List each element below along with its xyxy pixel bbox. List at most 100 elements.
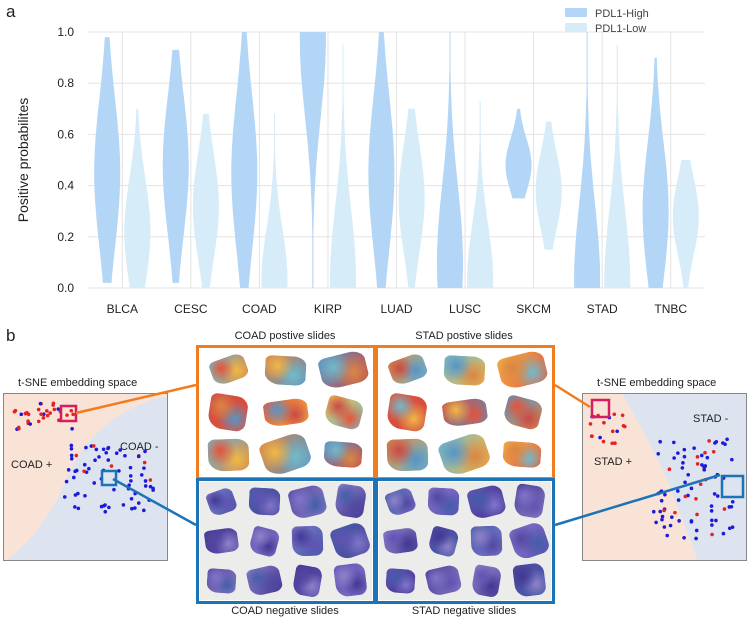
x-tick-label: KIRP [314,302,342,316]
embedding-point [143,449,147,454]
embedding-point [12,409,17,414]
embedding-point [118,448,122,452]
embedding-point [51,403,55,407]
embedding-point [727,526,732,531]
embedding-point [662,525,667,529]
embedding-point [69,443,74,448]
x-tick-label: COAD [242,302,277,316]
right-tsne-positive-label: STAD + [594,456,633,468]
embedding-point [702,468,707,472]
embedding-point [721,441,725,445]
violin-pdl1-high-lusc [436,32,463,288]
embedding-point [139,473,144,477]
embedding-point [654,520,658,525]
x-tick-label: SKCM [516,302,551,316]
highlight-box [720,474,745,499]
embedding-point [707,439,711,443]
embedding-point [659,498,664,503]
embedding-point [143,484,148,488]
embedding-point [121,503,126,507]
y-tick-label: 0.2 [57,230,74,244]
violin-pdl1-high-cesc [162,49,189,283]
embedding-point [680,466,685,470]
embedding-point [112,487,116,492]
embedding-point [103,509,108,514]
embedding-point [658,509,663,514]
x-tick-label: CESC [174,302,208,316]
embedding-point [69,456,74,461]
embedding-point [74,468,79,473]
embedding-point [598,435,602,440]
embedding-point [682,535,686,540]
violin-pdl1-low-cesc [192,113,219,289]
embedding-point [694,528,699,533]
positive-region [4,394,167,560]
embedding-point [668,523,673,528]
embedding-point [57,418,61,423]
legend-swatch [565,8,587,17]
embedding-point [41,412,46,416]
embedding-point [87,466,91,471]
embedding-point [83,493,87,498]
x-tick-label: LUSC [449,302,481,316]
y-tick-label: 0.8 [57,76,74,90]
violin-chart: 0.0 0.2 0.4 0.6 0.8 1.0 BLCA CESC COAD KIRP LUAD LU… [15,8,705,316]
embedding-point [714,439,719,444]
embedding-point [677,519,681,523]
x-tick-label: STAD [587,302,618,316]
embedding-point [28,422,33,426]
embedding-point [695,462,700,466]
violin-pdl1-high-skcm [505,108,532,199]
embedding-point [667,467,672,472]
embedding-point [683,494,688,499]
y-tick-label: 1.0 [57,25,74,39]
violin-pdl1-high-kirp [299,32,326,288]
embedding-point [65,413,69,417]
stad-negative-slides [379,482,551,600]
embedding-point [730,457,734,462]
embedding-point [71,412,75,417]
embedding-point [695,512,699,517]
x-tick-label: LUAD [380,302,412,316]
embedding-point [117,469,121,473]
embedding-point [676,498,681,502]
y-axis-label: Positive probabilites [15,98,31,223]
violin-pdl1-low-kirp [330,44,356,288]
legend-label: PDL1-Low [595,23,646,35]
violin-pdl1-low-stad [604,44,631,288]
embedding-point [128,474,133,478]
embedding-point [700,463,704,467]
embedding-point [703,450,707,455]
violin-pdl1-low-skcm [535,121,562,250]
embedding-point [729,504,734,509]
embedding-point [620,413,625,418]
embedding-point [705,455,710,460]
embedding-point [92,481,97,485]
embedding-point [698,482,703,487]
embedding-point [136,501,141,505]
embedding-point [36,407,41,412]
violin-pdl1-high-coad [231,32,258,288]
embedding-point [123,454,127,458]
embedding-point [612,412,617,417]
caption-stad-positive: STAD postive slides [415,330,513,342]
embedding-point [694,536,698,541]
legend-label: PDL1-High [595,8,649,20]
embedding-point [589,434,594,438]
coad-positive-frame [196,345,376,480]
embedding-point [41,416,46,420]
embedding-point [709,509,714,513]
embedding-point [689,486,694,491]
embedding-point [147,498,151,502]
embedding-point [656,451,661,456]
embedding-point [114,451,119,456]
embedding-point [45,413,50,418]
violin-pdl1-high-stad [574,32,601,288]
embedding-point [109,464,114,468]
embedding-point [712,492,717,496]
right-tsne-title: t-SNE embedding space [597,377,717,389]
caption-stad-negative: STAD negative slides [411,605,517,617]
embedding-point [588,422,593,426]
left-tsne-title: t-SNE embedding space [18,377,138,389]
embedding-point [711,450,716,454]
